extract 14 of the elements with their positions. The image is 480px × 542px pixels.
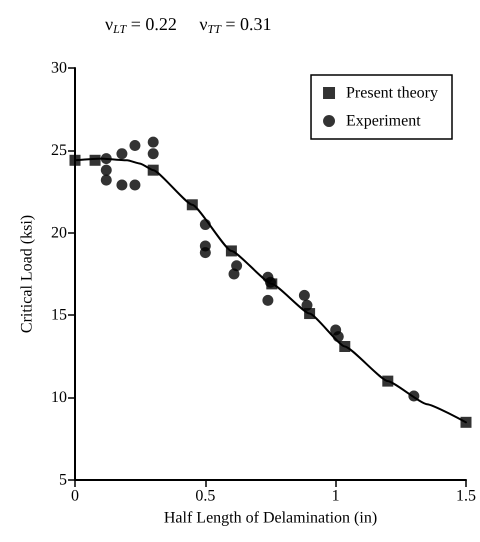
y-tick-label: 5 [59, 472, 67, 488]
x-tick-label: 1 [332, 488, 340, 504]
legend-label: Experiment [346, 112, 422, 130]
y-tick-label: 20 [51, 224, 67, 242]
y-axis-title: Critical Load (ksi) [18, 214, 36, 334]
y-tick-label: 10 [51, 389, 67, 406]
legend-label: Present theory [346, 84, 438, 102]
x-tick-label: 0 [71, 488, 79, 504]
x-axis-title: Half Length of Delamination (in) [164, 510, 378, 526]
y-tick-label: 25 [51, 142, 67, 159]
y-tick-label: 30 [51, 60, 67, 76]
y-tick-label: 15 [51, 306, 67, 324]
x-tick-label: 0.5 [195, 488, 216, 504]
x-tick-label: 1.5 [456, 488, 476, 504]
